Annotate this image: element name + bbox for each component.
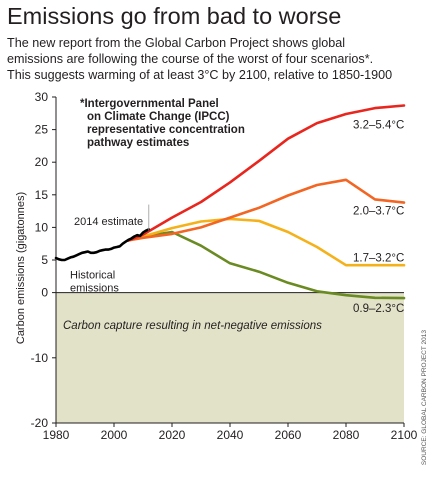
subtitle-line: emissions are following the course of th… [7, 52, 374, 66]
series-label-rcp85: 3.2–5.4°C [353, 119, 404, 131]
y-tick-label: 5 [41, 253, 48, 267]
y-tick-label: -10 [31, 351, 49, 365]
x-tick-label: 1980 [43, 428, 70, 442]
chart-title: Emissions go from bad to worse [7, 3, 342, 29]
y-tick-label: 20 [35, 155, 49, 169]
ipcc-note-line: on Climate Change (IPCC) [87, 111, 230, 123]
y-tick-label: 25 [35, 123, 49, 137]
series-label-historical: emissions [70, 282, 119, 294]
subtitle-line: This suggests warming of at least 3°C by… [7, 68, 393, 82]
series-line-rcp26 [127, 230, 406, 300]
chart-subtitle: The new report from the Global Carbon Pr… [7, 35, 425, 83]
source-note: SOURCE: GLOBAL CARBON PROJECT 2013 [421, 330, 428, 465]
negative-emissions-band [56, 292, 404, 423]
series-label-historical: Historical [70, 269, 115, 281]
series-line-rcp85 [127, 104, 406, 242]
series-label-rcp45: 1.7–3.2°C [353, 252, 404, 264]
band-label: Carbon capture resulting in net-negative… [63, 320, 322, 332]
x-tick-label: 2100 [391, 428, 418, 442]
y-tick-label: 30 [35, 90, 49, 104]
y-tick-label: -20 [31, 416, 49, 430]
series-label-rcp60: 2.0–3.7°C [353, 205, 404, 217]
series-line-rcp45 [127, 217, 406, 267]
ipcc-note-line: pathway estimates [87, 137, 189, 149]
y-tick-label: 15 [35, 188, 49, 202]
y-tick-label: 0 [41, 286, 48, 300]
subtitle-line: The new report from the Global Carbon Pr… [7, 36, 346, 50]
y-axis-label: Carbon emissions (gigatonnes) [15, 192, 27, 344]
y-tick-label: 10 [35, 220, 49, 234]
series-label-rcp26: 0.9–2.3°C [353, 303, 404, 315]
estimate-annotation: 2014 estimate [74, 216, 143, 228]
series-line-rcp60 [127, 178, 406, 242]
x-tick-label: 2040 [217, 428, 244, 442]
x-tick-label: 2060 [275, 428, 302, 442]
x-tick-label: 2000 [101, 428, 128, 442]
ipcc-note-line: representative concentration [87, 124, 245, 136]
ipcc-note-line: *Intergovernmental Panel [80, 98, 219, 110]
x-tick-label: 2020 [159, 428, 186, 442]
series-line-historical [54, 228, 151, 262]
x-tick-label: 2080 [333, 428, 360, 442]
